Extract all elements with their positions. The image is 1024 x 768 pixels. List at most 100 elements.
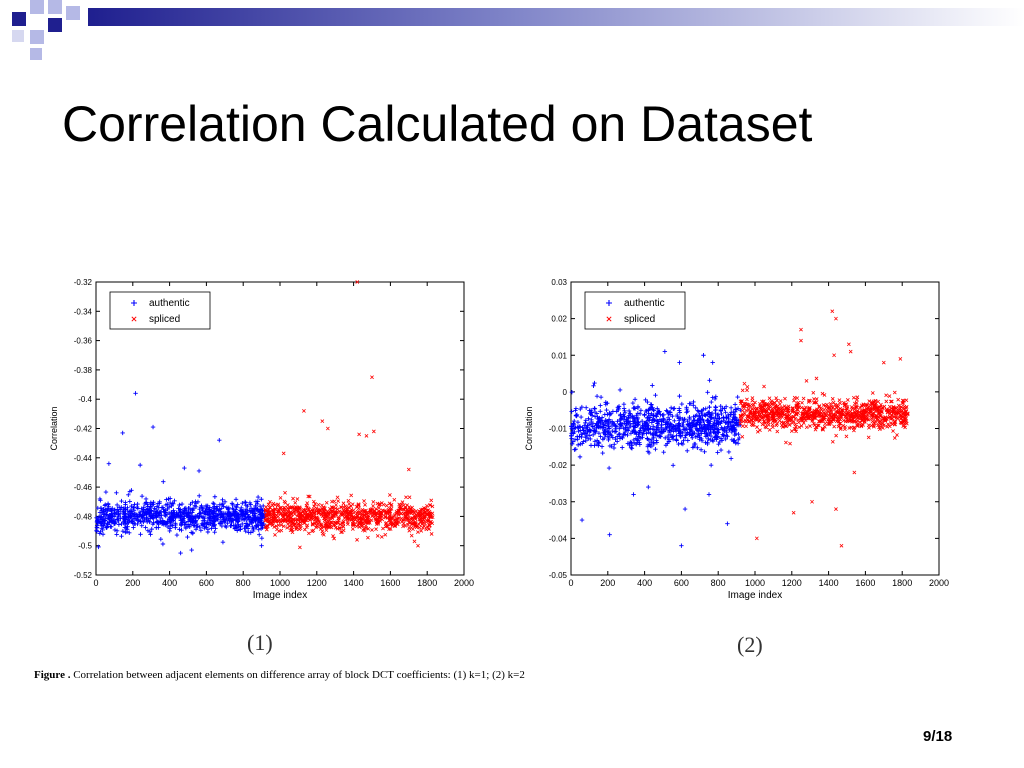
point-authentic (170, 501, 175, 506)
point-authentic (156, 510, 162, 516)
deco-square-light-4 (30, 30, 44, 44)
point-authentic (713, 407, 718, 413)
point-authentic (651, 408, 657, 413)
point-spliced (304, 525, 309, 530)
point-authentic (212, 529, 217, 535)
point-spliced (421, 525, 425, 530)
point-authentic (145, 528, 151, 533)
point-authentic (615, 405, 621, 410)
point-spliced (430, 515, 435, 520)
page-number: 9/18 (923, 728, 953, 745)
point-authentic (612, 429, 618, 435)
point-authentic (569, 409, 574, 414)
point-spliced (282, 518, 286, 523)
point-authentic (126, 492, 131, 497)
point-authentic (133, 516, 139, 521)
point-authentic (619, 421, 625, 427)
point-spliced (852, 470, 857, 475)
point-spliced (744, 408, 749, 413)
point-authentic (644, 431, 649, 436)
point-spliced (904, 398, 909, 403)
point-spliced (356, 506, 361, 511)
point-spliced (819, 419, 824, 424)
point-spliced (869, 401, 874, 406)
point-authentic (679, 401, 685, 407)
point-authentic (677, 410, 683, 415)
point-spliced (815, 414, 819, 419)
point-authentic (243, 500, 248, 505)
point-spliced (371, 429, 376, 434)
point-spliced (899, 414, 903, 418)
point-spliced (810, 414, 815, 419)
point-spliced (876, 399, 880, 404)
point-authentic (685, 438, 691, 443)
point-spliced (767, 417, 772, 422)
point-spliced (903, 417, 908, 421)
point-spliced (896, 403, 901, 408)
point-spliced (357, 432, 362, 437)
point-spliced (428, 503, 432, 508)
point-authentic (685, 409, 690, 414)
point-spliced (881, 360, 886, 365)
point-authentic (718, 403, 723, 409)
point-spliced (416, 530, 420, 534)
point-spliced (864, 410, 869, 415)
point-authentic (643, 408, 648, 414)
point-spliced (422, 524, 426, 528)
point-spliced (391, 521, 396, 526)
point-authentic (216, 508, 221, 513)
point-spliced (833, 415, 838, 420)
point-authentic (114, 532, 119, 537)
point-spliced (414, 513, 419, 518)
point-spliced (837, 419, 841, 424)
point-spliced (263, 518, 268, 522)
point-authentic (703, 406, 708, 411)
point-authentic (642, 412, 647, 417)
point-spliced (881, 423, 886, 428)
point-spliced (892, 414, 896, 419)
point-spliced (276, 514, 281, 519)
point-authentic (699, 438, 705, 444)
point-authentic (665, 433, 671, 439)
point-authentic (163, 510, 168, 515)
y-tick-label: -0.32 (74, 278, 93, 287)
point-spliced (787, 422, 792, 427)
point-authentic (713, 394, 719, 399)
point-authentic (606, 437, 611, 443)
point-authentic (129, 519, 135, 524)
point-authentic (200, 518, 206, 523)
point-spliced (341, 505, 346, 509)
point-authentic (705, 422, 711, 427)
point-spliced (285, 518, 290, 523)
point-authentic (615, 434, 620, 439)
point-spliced (363, 502, 367, 507)
point-authentic (218, 521, 223, 527)
point-spliced (306, 494, 311, 499)
point-authentic (178, 521, 184, 527)
point-spliced (315, 516, 320, 521)
point-authentic (143, 511, 149, 517)
y-tick-label: -0.44 (74, 454, 93, 463)
point-spliced (319, 523, 323, 528)
point-spliced (812, 397, 816, 401)
point-spliced (392, 497, 397, 502)
point-spliced (417, 509, 422, 514)
point-spliced (748, 403, 752, 408)
y-tick-label: -0.01 (549, 425, 568, 434)
point-spliced (801, 421, 806, 425)
point-authentic (703, 413, 708, 418)
point-spliced (799, 327, 803, 332)
point-spliced (864, 409, 869, 414)
point-authentic (594, 411, 599, 416)
point-spliced (807, 406, 811, 411)
point-authentic (96, 544, 101, 550)
point-authentic (589, 409, 594, 415)
point-authentic (725, 434, 730, 439)
point-authentic (677, 406, 682, 411)
slide-title: Correlation Calculated on Dataset (62, 96, 813, 152)
point-authentic (192, 503, 198, 508)
point-spliced (417, 525, 422, 530)
point-authentic (234, 517, 239, 522)
point-spliced (266, 507, 271, 512)
point-authentic (586, 416, 591, 421)
